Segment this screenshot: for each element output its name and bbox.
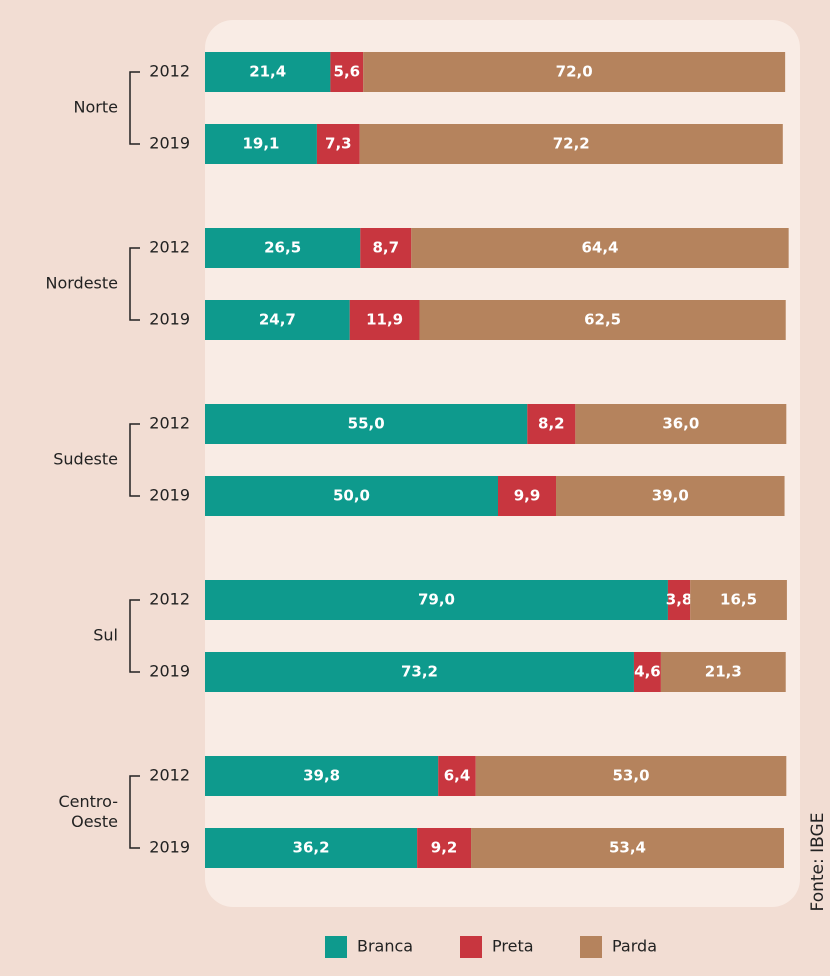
bar-segment [419,300,786,340]
year-label: 2019 [149,310,190,329]
bar-segment [660,652,786,692]
value-label: 50,0 [333,487,370,505]
legend-swatch [460,936,482,958]
bar-segment [205,828,418,868]
bracket [129,247,140,321]
value-label: 55,0 [348,415,385,433]
year-label: 2019 [149,662,190,681]
value-label: 7,3 [325,135,352,153]
bar-segment [527,404,576,444]
bar-segment [360,228,412,268]
bar-segment [316,124,360,164]
group-label: Sul [93,626,118,645]
value-label: 36,2 [293,839,330,857]
value-label: 8,7 [372,239,399,257]
bar-segment [690,580,787,620]
legend-label: Parda [612,937,657,956]
bar-segment [575,404,787,444]
bracket [129,775,140,849]
bar-segment [205,300,350,340]
bracket [129,71,140,145]
value-label: 39,8 [303,767,340,785]
bar-segment [205,404,528,444]
value-label: 62,5 [584,311,621,329]
value-label: 39,0 [652,487,689,505]
bar-segment [205,124,317,164]
year-label: 2012 [149,590,190,609]
bar-segment [205,652,634,692]
value-label: 21,4 [249,63,286,81]
value-label: 26,5 [264,239,301,257]
year-label: 2012 [149,766,190,785]
group-label: Centro-Oeste [58,792,118,831]
value-label: 36,0 [662,415,699,433]
bar-segment [330,52,364,92]
bar-segment [471,828,784,868]
value-label: 73,2 [401,663,438,681]
legend-label: Branca [357,937,413,956]
value-label: 6,4 [444,767,471,785]
bar-segment [205,476,498,516]
bar-segment [349,300,420,340]
bar-segment [205,580,668,620]
value-label: 72,0 [556,63,593,81]
legend-label: Preta [492,937,534,956]
value-label: 8,2 [538,415,565,433]
year-label: 2012 [149,414,190,433]
value-label: 64,4 [581,239,618,257]
bracket [129,599,140,673]
bar-segment [417,828,472,868]
year-label: 2012 [149,62,190,81]
value-label: 16,5 [720,591,757,609]
bar-segment [205,52,331,92]
value-label: 53,0 [613,767,650,785]
value-label: 9,9 [514,487,541,505]
bar-segment [205,228,361,268]
value-label: 3,8 [666,591,693,609]
group-label: Nordeste [45,274,118,293]
year-label: 2019 [149,838,190,857]
source: Fonte: IBGE [808,813,828,912]
bar-segment [556,476,785,516]
group-label: Norte [74,98,118,117]
bar-segment [667,580,691,620]
bar-segment [359,124,783,164]
value-label: 9,2 [431,839,458,857]
year-label: 2012 [149,238,190,257]
bar-segment [498,476,557,516]
bar-segment [205,756,439,796]
value-label: 19,1 [242,135,279,153]
value-label: 72,2 [553,135,590,153]
value-label: 21,3 [705,663,742,681]
bar-segment [633,652,661,692]
value-label: 24,7 [259,311,296,329]
value-label: 79,0 [418,591,455,609]
year-label: 2019 [149,486,190,505]
value-label: 5,6 [334,63,361,81]
value-label: 53,4 [609,839,646,857]
value-label: 4,6 [634,663,661,681]
bar-segment [438,756,476,796]
group-label: Sudeste [53,450,118,469]
legend-swatch [580,936,602,958]
value-label: 11,9 [366,311,403,329]
year-label: 2019 [149,134,190,153]
bracket [129,423,140,497]
bar-segment [363,52,786,92]
bar-segment [475,756,787,796]
legend-swatch [325,936,347,958]
bar-segment [411,228,789,268]
